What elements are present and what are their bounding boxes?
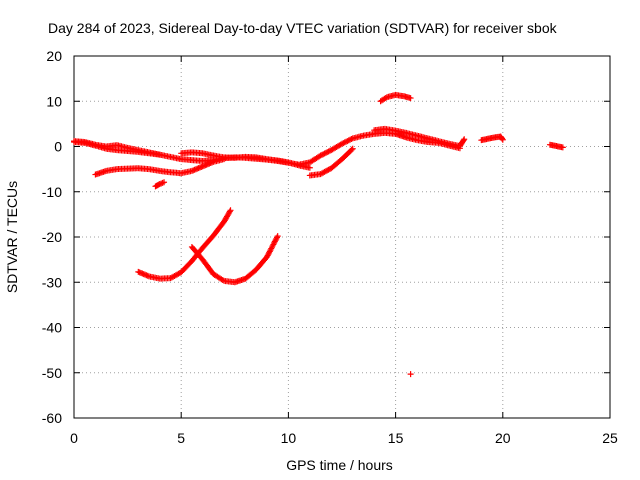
y-tick-label: -50 xyxy=(42,365,62,381)
data-point xyxy=(348,146,355,153)
data-point xyxy=(156,151,163,158)
data-point xyxy=(499,135,506,142)
data-point xyxy=(347,136,354,143)
y-tick-label: -40 xyxy=(42,320,62,336)
data-point xyxy=(226,208,233,215)
data-point xyxy=(227,207,234,214)
data-point xyxy=(339,140,345,147)
grid-layer xyxy=(74,56,610,418)
chart-title: Day 284 of 2023, Sidereal Day-to-day VTE… xyxy=(48,20,558,36)
data-point xyxy=(306,164,313,171)
data-layer xyxy=(71,91,566,378)
x-axis-label: GPS time / hours xyxy=(286,457,393,473)
y-tick-label: -10 xyxy=(42,184,62,200)
y-tick-label: 10 xyxy=(46,93,62,109)
data-point xyxy=(221,156,228,163)
y-tick-label: -30 xyxy=(42,274,62,290)
data-point xyxy=(460,137,467,144)
tick-layer: 0 5 10 15 20 25 -60 -50 -40 -30 -20 -10 0 10 20 xyxy=(42,48,618,446)
x-tick-label: 10 xyxy=(281,430,297,446)
y-axis-label: SDTVAR / TECUs xyxy=(4,181,20,293)
y-tick-label: 20 xyxy=(46,48,62,64)
x-tick-label: 25 xyxy=(602,430,618,446)
data-point xyxy=(274,233,281,240)
data-point xyxy=(340,140,347,147)
data-point xyxy=(318,151,325,158)
x-tick-label: 15 xyxy=(388,430,404,446)
y-tick-label: -20 xyxy=(42,229,62,245)
data-point xyxy=(348,136,355,143)
data-point xyxy=(341,139,348,146)
data-point xyxy=(407,95,414,102)
x-tick-label: 20 xyxy=(495,430,511,446)
data-point xyxy=(344,138,351,145)
data-point xyxy=(499,136,506,143)
data-point xyxy=(407,371,414,378)
data-point xyxy=(325,148,332,155)
data-point xyxy=(273,234,280,241)
data-point xyxy=(161,179,168,186)
data-point xyxy=(321,150,328,157)
data-point xyxy=(324,149,331,156)
y-tick-label: 0 xyxy=(54,139,62,155)
data-point xyxy=(349,145,356,152)
data-point xyxy=(559,144,566,151)
data-point xyxy=(345,137,352,144)
data-point xyxy=(461,136,468,143)
data-point xyxy=(322,149,329,156)
data-point xyxy=(219,277,226,284)
x-tick-label: 5 xyxy=(177,430,185,446)
x-tick-label: 0 xyxy=(70,430,78,446)
data-point xyxy=(317,152,324,159)
data-point xyxy=(382,94,389,101)
data-point xyxy=(343,138,350,145)
data-point xyxy=(320,151,327,158)
y-tick-label: -60 xyxy=(42,410,62,426)
